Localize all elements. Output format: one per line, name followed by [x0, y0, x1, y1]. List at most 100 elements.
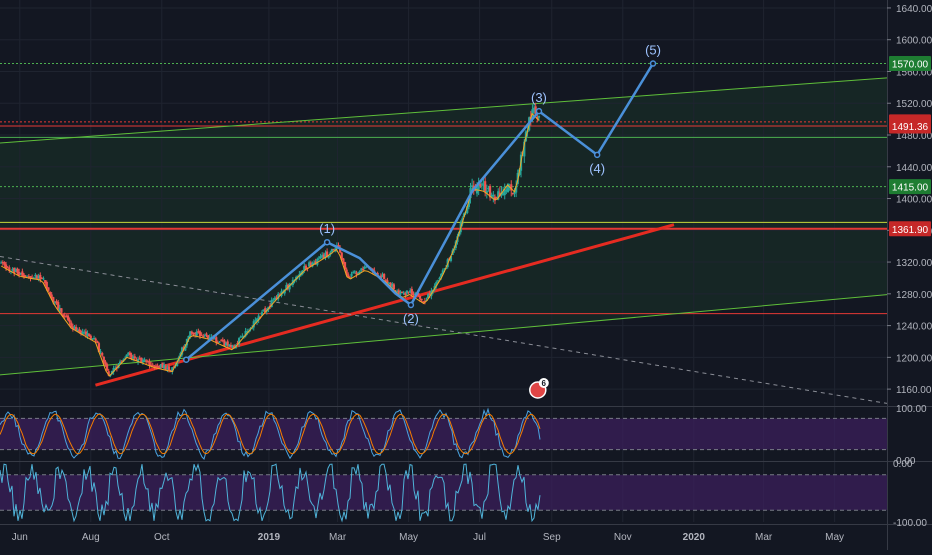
price-tick-label: 1240.00	[896, 322, 932, 333]
candle-body	[169, 370, 172, 372]
candle-body	[29, 276, 32, 279]
candle-body	[228, 344, 231, 347]
candle-body	[231, 345, 234, 348]
candle-body	[325, 251, 329, 257]
candle-body	[218, 341, 221, 343]
wave-point	[323, 238, 331, 246]
candle-body	[55, 301, 58, 304]
time-tick-label: Nov	[614, 532, 632, 543]
candle-body	[322, 254, 325, 259]
channel-fill	[0, 77, 887, 375]
candle-body	[101, 352, 104, 356]
candle-body	[104, 361, 107, 365]
candle-body	[427, 294, 430, 299]
trend-line-upper-channel	[0, 77, 888, 144]
price-tick-label: 1200.00	[896, 353, 932, 364]
time-tick-label: Oct	[154, 532, 170, 543]
candle-body	[138, 358, 141, 360]
candle-body	[513, 191, 516, 194]
candle-body	[537, 115, 541, 118]
price-level-tag	[889, 56, 931, 72]
candle-body	[192, 332, 195, 335]
candle-body	[35, 275, 39, 279]
candle-body	[471, 185, 474, 188]
candle-body	[316, 258, 319, 265]
candle-body	[397, 290, 400, 295]
candle-body	[251, 327, 254, 329]
candle-body	[180, 347, 184, 355]
candle-body	[128, 352, 132, 356]
price-level-tag	[889, 179, 931, 195]
candle-body	[34, 274, 37, 277]
candle-body	[167, 366, 171, 371]
trend-line-red-support	[95, 223, 675, 387]
candle-body	[107, 371, 110, 376]
wave-label: (3)	[531, 90, 547, 105]
wave-point	[535, 107, 543, 115]
candle-body	[141, 360, 145, 362]
candle-body	[110, 370, 114, 375]
event-count-text: 6	[542, 379, 547, 388]
candle-body	[407, 291, 410, 293]
stochastic-k-line	[0, 407, 541, 460]
candle-body	[198, 331, 202, 337]
candle-body	[146, 360, 149, 362]
candle-body	[392, 284, 396, 290]
moving-average-line	[0, 112, 540, 377]
candle-body	[233, 345, 236, 348]
candle-body	[140, 357, 143, 363]
price-tick-label: 1320.00	[896, 258, 932, 269]
candle-body	[52, 297, 55, 303]
candle-body	[190, 331, 193, 334]
candle-body	[420, 298, 423, 301]
candle-body	[48, 292, 52, 295]
candle-body	[197, 331, 200, 333]
price-tick-label: 1600.00	[896, 36, 932, 47]
candle-body	[252, 321, 255, 328]
candle-body	[443, 268, 446, 270]
time-tick-label: Sep	[543, 532, 561, 543]
candle-body	[11, 268, 14, 271]
event-count-bubble	[538, 378, 549, 388]
candle-body	[312, 262, 316, 264]
candle-body	[487, 188, 490, 190]
candle-body	[14, 269, 17, 273]
candle-body	[381, 274, 384, 278]
candle-body	[288, 284, 291, 290]
candle-body	[63, 315, 66, 317]
candle-body	[47, 287, 50, 291]
time-tick-label: 2019	[258, 532, 281, 543]
wave-point	[649, 60, 657, 67]
candle-body	[350, 273, 353, 277]
candle-body	[330, 249, 334, 252]
candle-body	[412, 293, 415, 296]
candle-body	[391, 283, 394, 287]
candle-body	[45, 282, 48, 289]
candle-body	[511, 193, 514, 195]
candle-body	[136, 359, 140, 362]
candle-body	[200, 335, 203, 337]
candle-body	[161, 362, 164, 368]
wave-label: (1)	[319, 221, 335, 236]
candle-body	[283, 289, 286, 294]
candle-body	[532, 107, 536, 112]
time-tick-label: May	[399, 532, 418, 543]
candle-body	[119, 361, 122, 364]
candle-body	[42, 278, 45, 280]
candle-body	[99, 351, 102, 353]
candle-body	[13, 267, 16, 273]
candle-body	[76, 330, 79, 332]
candle-body	[125, 354, 128, 358]
candle-body	[384, 279, 387, 281]
candle-body	[187, 335, 190, 340]
candle-body	[506, 183, 510, 193]
candle-body	[379, 275, 382, 279]
candle-body	[436, 280, 440, 282]
candle-body	[89, 335, 92, 339]
candle-body	[81, 331, 84, 335]
time-tick-label: Aug	[82, 532, 100, 543]
candle-body	[37, 275, 40, 279]
candle-body	[202, 336, 205, 338]
candle-body	[53, 302, 57, 304]
